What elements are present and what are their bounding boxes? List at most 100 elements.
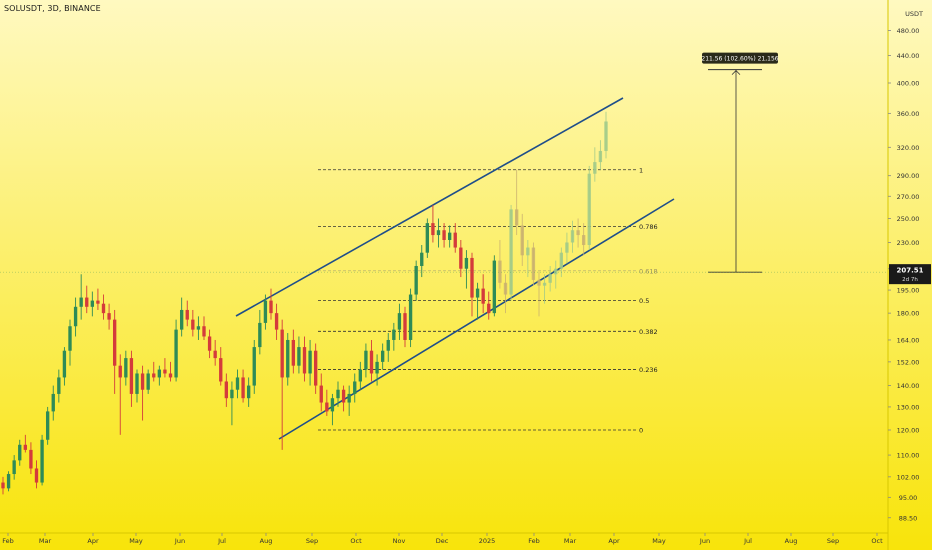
x-tick-label: Apr (87, 537, 99, 545)
candle-body (168, 373, 173, 378)
candle-body (514, 209, 519, 226)
candle-body (414, 265, 418, 295)
candle-body (442, 230, 446, 240)
x-tick-label: Jul (743, 537, 752, 545)
candle-body (157, 369, 162, 378)
candle-body (174, 329, 178, 378)
x-tick-label: Sep (306, 537, 318, 545)
candle-body (269, 300, 273, 314)
candle-body (492, 260, 497, 314)
candle-body (598, 150, 603, 163)
candle-body (140, 373, 145, 390)
x-tick-label: Oct (871, 537, 883, 545)
candle-body (124, 358, 128, 378)
projection-arrow (731, 70, 741, 75)
candle-body (581, 235, 586, 246)
candle-body (330, 398, 335, 412)
candle-body (542, 282, 547, 286)
candle-body (509, 209, 513, 295)
candle-body (604, 121, 608, 151)
candle-body (392, 329, 396, 340)
x-tick-label: Mar (564, 537, 577, 545)
candle-body (593, 162, 597, 174)
candle-body (470, 257, 474, 298)
candle-body (459, 247, 463, 269)
candle-body (554, 268, 558, 275)
candle-body (12, 460, 16, 475)
candle-body (587, 173, 591, 246)
fib-level-label: 0.618 (639, 267, 658, 275)
candle-body (286, 339, 290, 378)
candle-body (252, 347, 256, 386)
candle-body (163, 369, 167, 374)
y-tick-label: 180.00 (897, 310, 920, 318)
candle-body (40, 439, 44, 483)
candle-body (369, 350, 374, 374)
channel-upper-line (235, 97, 624, 317)
candle-body (403, 313, 407, 340)
candle-body (51, 393, 55, 412)
candle-body (341, 389, 346, 403)
y-tick-label: 290.00 (897, 172, 920, 180)
y-axis-unit: USDT (905, 10, 923, 18)
candle-body (531, 247, 536, 280)
y-tick-label: 88.50 (899, 514, 918, 522)
candle-body (353, 381, 357, 394)
candle-body (224, 381, 229, 399)
candle-body (34, 468, 39, 483)
candle-body (213, 350, 217, 359)
last-price-badge (889, 264, 931, 285)
x-tick-label: Feb (2, 537, 14, 545)
x-tick-label: May (652, 537, 666, 545)
candle-body (537, 279, 541, 286)
candle-body (475, 288, 480, 298)
y-tick-label: 110.00 (897, 452, 920, 460)
y-tick-label: 140.00 (897, 382, 920, 390)
fib-level-label: 1 (639, 166, 643, 174)
y-tick-label: 195.00 (897, 287, 920, 295)
y-tick-label: 102.00 (897, 473, 920, 481)
candle-body (325, 402, 329, 412)
candle-body (274, 313, 279, 330)
y-tick-label: 164.00 (897, 336, 920, 344)
candle-body (107, 313, 111, 320)
x-tick-label: Aug (260, 537, 273, 545)
candle-body (185, 309, 189, 320)
candle-body (129, 358, 134, 394)
candle-body (101, 303, 106, 314)
fib-level-label: 0.5 (639, 297, 649, 305)
last-price-countdown: 2d 7h (902, 277, 918, 283)
candle-body (358, 369, 363, 382)
candle-body (319, 385, 323, 403)
candle-body (347, 393, 351, 403)
candle-body (219, 358, 223, 382)
candle-body (152, 373, 156, 378)
candle-body (73, 306, 78, 327)
candle-body (235, 377, 240, 390)
candle-body (6, 474, 11, 489)
y-tick-label: 95.00 (899, 494, 918, 502)
candle-body (291, 339, 296, 366)
fib-level-label: 0.382 (639, 328, 658, 336)
candle-body (336, 389, 340, 399)
candle-body (447, 232, 452, 240)
x-tick-label: Nov (393, 537, 406, 545)
x-tick-label: Apr (608, 537, 620, 545)
candle-body (526, 247, 530, 256)
candle-body (498, 260, 502, 283)
candle-body (308, 350, 312, 374)
candle-body (135, 373, 139, 394)
candle-body (230, 389, 234, 399)
y-tick-label: 270.00 (897, 193, 920, 201)
candle-body (112, 319, 117, 366)
chart-title: SOLUSDT, 3D, BINANCE (4, 4, 101, 13)
y-tick-label: 480.00 (897, 27, 920, 35)
x-tick-label: Oct (350, 537, 362, 545)
candle-body (62, 350, 67, 378)
candle-body (520, 225, 524, 256)
candle-body (464, 257, 469, 269)
candle-body (302, 347, 307, 374)
candle-body (380, 350, 385, 362)
